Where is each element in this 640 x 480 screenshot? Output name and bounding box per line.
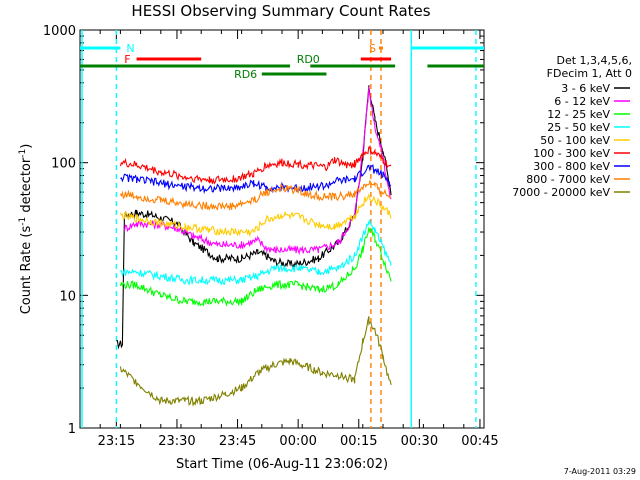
- x-tick-label: 00:15: [340, 434, 377, 449]
- series-line: [119, 194, 392, 238]
- x-axis-label: Start Time (06-Aug-11 23:06:02): [176, 457, 388, 472]
- flag-label: F: [124, 53, 130, 66]
- y-tick-label: 1000: [43, 24, 76, 39]
- plot-frame: [79, 29, 485, 429]
- series-line: [119, 179, 392, 212]
- x-tick-label: 00:45: [461, 434, 498, 449]
- series-line: [120, 219, 392, 286]
- flag-label: N: [126, 42, 134, 55]
- y-tick-label: 10: [59, 289, 76, 304]
- flag-label: RD6: [234, 68, 257, 81]
- legend-header: FDecim 1, Att 0: [547, 67, 632, 80]
- y-axis-label: Count Rate (s-1 detector-1): [18, 144, 34, 315]
- y-tick-label: 100: [51, 157, 76, 172]
- series-line: [120, 164, 392, 195]
- chart-title: HESSI Observing Summary Count Rates: [131, 2, 430, 20]
- footer-date: 7-Aug-2011 03:29: [564, 467, 636, 476]
- series-line: [119, 316, 392, 407]
- vertical-markers: [81, 30, 477, 428]
- legend-entry-label: 25 - 50 keV: [547, 121, 610, 134]
- legend-entry-label: 100 - 300 keV: [533, 147, 610, 160]
- series-line: [119, 144, 392, 185]
- x-tick-label: 23:15: [98, 434, 135, 449]
- flag-label: RD0: [297, 53, 320, 66]
- legend-entry-label: 6 - 12 keV: [554, 95, 610, 108]
- y-tick-label: 1: [68, 422, 76, 437]
- legend-entry-label: 800 - 7000 keV: [526, 173, 610, 186]
- series-line: [119, 227, 392, 307]
- x-tick-label: 23:45: [219, 434, 256, 449]
- series-lines: [116, 85, 392, 407]
- legend-header: Det 1,3,4,5,6,: [556, 54, 632, 67]
- legend-entry-label: 300 - 800 keV: [533, 160, 610, 173]
- x-axis: 23:15 23:30 23:45 00:00 00:15 00:30 00:45: [79, 30, 499, 449]
- legend-entry-label: 3 - 6 keV: [561, 82, 610, 95]
- legend-entry-label: 12 - 25 keV: [547, 108, 610, 121]
- x-tick-label: 00:30: [401, 434, 438, 449]
- legend: Det 1,3,4,5,6,FDecim 1, Att 0 3 - 6 keV6 …: [512, 54, 632, 199]
- x-tick-label: 23:30: [158, 434, 195, 449]
- y-axis: 1 10 100 1000: [43, 24, 484, 437]
- x-tick-label: 00:00: [279, 434, 316, 449]
- legend-entry-label: 7000 - 20000 keV: [512, 186, 610, 199]
- flag-bars: NF S RD0 RD6: [80, 42, 484, 81]
- legend-entry-label: 50 - 100 keV: [540, 134, 610, 147]
- flag-label: S: [369, 42, 376, 55]
